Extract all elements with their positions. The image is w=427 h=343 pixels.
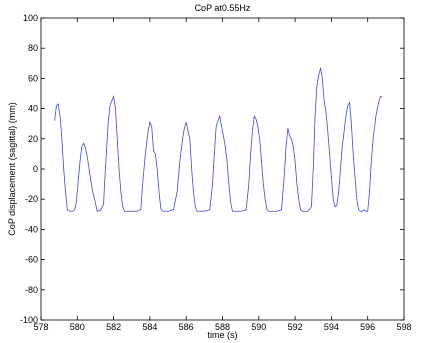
y-tick-label: -20 (25, 194, 38, 204)
series-line (54, 67, 383, 212)
plot-area (41, 18, 404, 320)
y-tick-label: 100 (23, 13, 38, 23)
y-tick-label: 60 (28, 73, 38, 83)
y-tick-label: 40 (28, 104, 38, 114)
x-tick-label: 584 (142, 322, 157, 332)
x-tick-label: 582 (106, 322, 121, 332)
chart-title: CoP at0.55Hz (195, 3, 251, 13)
x-tick-label: 580 (70, 322, 85, 332)
y-tick-label: -40 (25, 224, 38, 234)
y-tick-label: -80 (25, 285, 38, 295)
x-axis-label: time (s) (208, 330, 238, 340)
x-tick-label: 578 (33, 322, 48, 332)
y-tick-label: 80 (28, 43, 38, 53)
x-tick-label: 594 (324, 322, 339, 332)
y-axis-label: CoP displacement (sagittal) (mm) (7, 102, 17, 235)
x-tick-label: 590 (251, 322, 266, 332)
y-tick-label: 0 (33, 164, 38, 174)
y-tick-label: -60 (25, 255, 38, 265)
x-tick-label: 588 (215, 322, 230, 332)
x-tick-label: 592 (288, 322, 303, 332)
y-tick-label: -100 (20, 315, 38, 325)
x-tick-label: 586 (179, 322, 194, 332)
axes-box (40, 17, 405, 321)
x-tick-label: 596 (360, 322, 375, 332)
x-tick-label: 598 (396, 322, 411, 332)
tick-layer: 578 580 582 584 586 588 590 592 594 596 598 -100 -80… (20, 13, 412, 332)
y-tick-label: 20 (28, 134, 38, 144)
